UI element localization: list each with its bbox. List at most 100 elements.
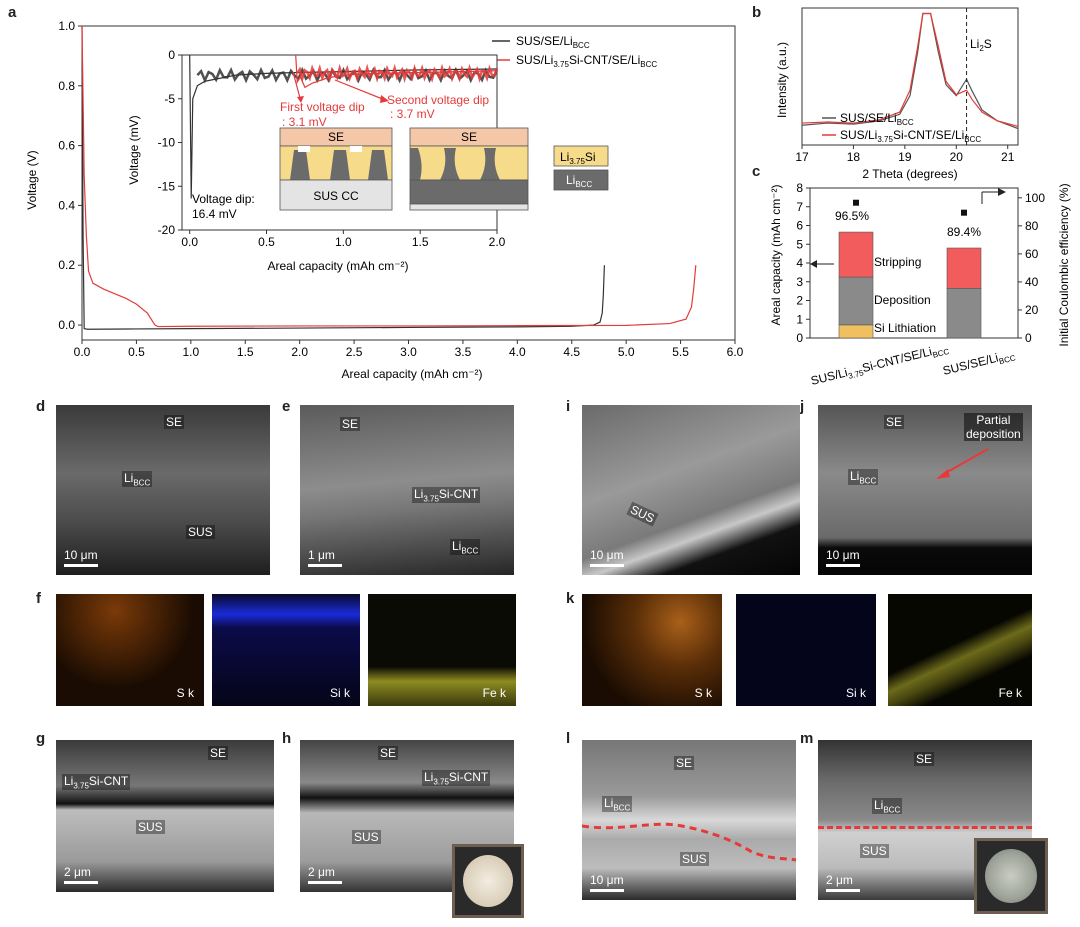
panel-letter-j: j — [800, 398, 805, 415]
inset-xtick-label: 0.5 — [258, 235, 275, 249]
panel-letter-e: e — [282, 398, 291, 415]
label-sus: SUS — [680, 852, 709, 866]
first-dip-value: : 3.1 mV — [282, 115, 327, 129]
eds-map-f-si: Si k — [212, 594, 360, 706]
scale-bar: 2 μm — [64, 865, 98, 884]
chart-a-ytick-label: 0.6 — [58, 139, 75, 153]
chart-b-xtick-label: 17 — [795, 150, 809, 164]
voltage-dip-label: Voltage dip: — [192, 192, 255, 206]
eds-map-f-fe: Fe k — [368, 594, 516, 706]
chart-c-ytick-label: 6 — [796, 219, 803, 233]
interface-dashed-line — [818, 826, 1032, 829]
label-li375si-cnt: Li3.75Si-CNT — [412, 487, 481, 504]
label-sus: SUS — [186, 525, 215, 539]
eff-label-2: 89.4% — [947, 225, 981, 239]
chart-c-ytick-label-right: 80 — [1025, 219, 1039, 233]
first-dip-label: First voltage dip — [280, 100, 365, 114]
chart-c-ytick-label-right: 40 — [1025, 275, 1039, 289]
chart-b-xtick-label: 21 — [1001, 150, 1015, 164]
panel-letter-g: g — [36, 730, 46, 747]
panel-letter-h: h — [282, 730, 292, 747]
sem-image-j: SE LiBCC Partial deposition 10 μm — [818, 405, 1032, 575]
chart-b: 17 18 19 20 21 Intensity (a.u.) 2 Theta (deg… — [775, 7, 1019, 181]
second-dip-arrow — [334, 79, 386, 101]
sem-image-e: SE Li3.75Si-CNT LiBCC 1 μm — [300, 405, 514, 575]
label-li375si-cnt: Li3.75Si-CNT — [62, 774, 131, 791]
inset-ylabel: Voltage (mV) — [127, 115, 141, 184]
chart-c-ytick-label: 1 — [796, 312, 803, 326]
chart-c-ytick-label: 3 — [796, 275, 803, 289]
label-sus: SUS — [860, 844, 889, 858]
panel-letter-c: c — [752, 163, 761, 180]
label-libcc: LiBCC — [602, 796, 633, 813]
label-deposition: Deposition — [874, 293, 931, 307]
chart-a-xtick-label: 2.0 — [291, 345, 308, 359]
chart-a-xtick-label: 3.5 — [455, 345, 472, 359]
label-se: SE — [674, 756, 695, 770]
inset-lines — [189, 54, 499, 199]
chart-b-xtick-label: 18 — [847, 150, 861, 164]
label-libcc: LiBCC — [122, 471, 153, 488]
chart-c-ytick-label: 4 — [796, 256, 803, 270]
scale-bar: 10 μm — [590, 873, 624, 892]
partial-deposition-arrow — [936, 448, 989, 479]
efficiency-marker-1 — [961, 209, 967, 216]
schematic-right: SE — [409, 127, 529, 211]
chart-a-xtick-label: 0.5 — [128, 345, 145, 359]
schematic-key: Li3.75Si LiBCC — [553, 145, 609, 191]
scale-bar: 2 μm — [308, 865, 342, 884]
chart-b-legend-2: SUS/Li3.75Si-CNT/SE/LiBCC — [840, 128, 981, 144]
inset-xtick-label: 1.5 — [412, 235, 429, 249]
chart-a-xtick-label: 3.0 — [400, 345, 417, 359]
label-partial-deposition: Partial deposition — [964, 413, 1023, 441]
scale-bar: 10 μm — [64, 548, 98, 567]
chart-a-ytick-label: 0.0 — [58, 318, 75, 332]
chart-c-ytick-label: 0 — [796, 331, 803, 345]
label-sus: SUS — [626, 501, 659, 527]
chart-a-xtick-label: 2.5 — [346, 345, 363, 359]
label-se: SE — [378, 746, 399, 760]
key-libcc-label: LiBCC — [566, 173, 592, 189]
chart-a-xtick-label: 5.0 — [618, 345, 635, 359]
inset-xlabel: Areal capacity (mAh cm⁻²) — [267, 259, 408, 273]
second-dip-label: Second voltage dip — [387, 93, 489, 107]
chart-c-ytick-label: 7 — [796, 200, 803, 214]
chart-a-xtick-label: 5.5 — [672, 345, 689, 359]
inset-xtick-label: 0.0 — [181, 235, 198, 249]
label-stripping: Stripping — [874, 255, 921, 269]
chart-a-lines — [81, 25, 697, 330]
first-dip-arrow — [292, 71, 301, 99]
chart-a-xtick-label: 0.0 — [74, 345, 91, 359]
label-se: SE — [884, 415, 905, 429]
panel-letter-b: b — [752, 4, 762, 21]
inset-ytick-label: -15 — [158, 179, 176, 193]
eds-map-k-si: Si k — [736, 594, 876, 706]
bar-0-deposition — [838, 276, 874, 326]
label-se: SE — [164, 415, 185, 429]
chart-a-ytick-label: 0.8 — [58, 79, 75, 93]
chart-b-series-1 — [801, 12, 1019, 127]
bar-0-si-lithiation — [838, 324, 874, 339]
chart-b-xtick-label: 20 — [950, 150, 964, 164]
key-li375-label: Li3.75Si — [560, 150, 596, 166]
chart-b-xtick-label: 19 — [898, 150, 912, 164]
label-sus: SUS — [136, 820, 165, 834]
chart-b-frame — [801, 7, 1019, 146]
chart-c-xcat-2: SUS/SE/LiBCC — [941, 346, 1016, 379]
chart-c-ytick-label: 2 — [796, 294, 803, 308]
schematic-left: SE SUS CC — [279, 127, 393, 211]
coin-photo-h — [452, 844, 524, 918]
chart-c-ytick-label-right: 60 — [1025, 247, 1039, 261]
chart-c-ytick-label: 8 — [796, 181, 803, 195]
eds-map-k-fe: Fe k — [888, 594, 1032, 706]
label-si-lithiation: Si Lithiation — [874, 321, 936, 335]
chart-a: 0.0 0.5 1.0 1.5 2.0 2.5 3.0 3.5 4.0 4.5 5.0 5.5 6.0 0… — [25, 19, 744, 381]
interface-dashed-line — [582, 822, 796, 862]
panel-letter-k: k — [566, 590, 575, 607]
inset-ytick-label: 0 — [168, 48, 175, 62]
label-sus: SUS — [352, 830, 381, 844]
label-se: SE — [914, 752, 935, 766]
chart-a-axes: 0.0 0.5 1.0 1.5 2.0 2.5 3.0 3.5 4.0 4.5 5.0 5.5 6.0 0… — [58, 19, 743, 359]
chart-a-ytick-label: 1.0 — [58, 19, 75, 33]
